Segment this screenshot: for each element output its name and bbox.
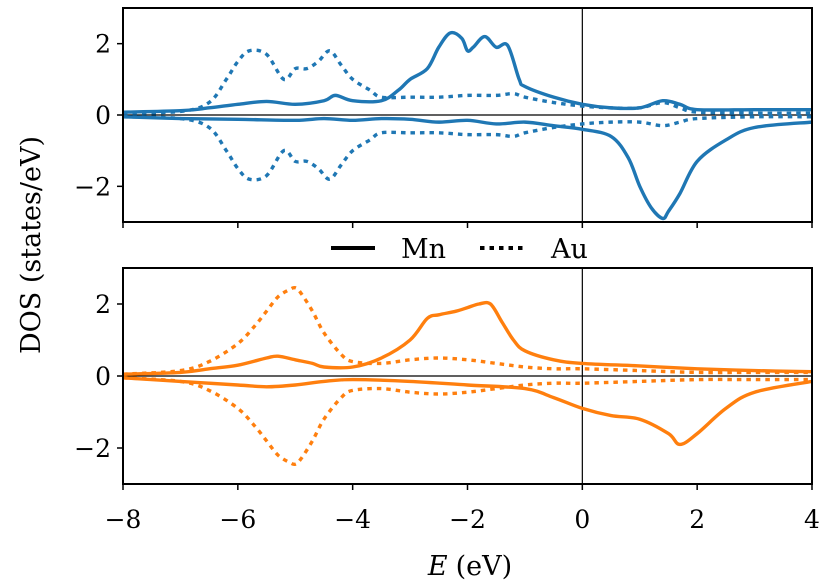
x-axis-label: E (eV) <box>427 551 512 582</box>
bottom-series-au-up <box>123 285 812 376</box>
xtick-label: 4 <box>804 505 820 534</box>
xtick-label: 0 <box>574 505 590 534</box>
bottom-series-au-down <box>123 376 812 467</box>
bottom-ytick-label: 0 <box>95 362 111 391</box>
bottom-series-mn-down <box>123 376 812 447</box>
xtick-label: 2 <box>689 505 705 534</box>
xtick-label: −2 <box>449 505 486 534</box>
y-axis-label: DOS (states/eV) <box>16 136 47 354</box>
x-axis-label-symbol: E <box>427 551 448 582</box>
xtick-label: −8 <box>105 505 142 534</box>
bottom-ytick-label: −2 <box>74 434 111 463</box>
bottom-panel: −2 0 2 −8 −6 −4 −2 0 2 4 <box>74 267 820 534</box>
legend: Mn Au <box>331 234 588 265</box>
x-axis-label-unit: (eV) <box>456 551 513 582</box>
top-ytick-label: 0 <box>95 101 111 130</box>
top-series-mn-down <box>123 115 812 221</box>
top-series-au-down <box>123 114 812 182</box>
top-series-mn-up <box>123 30 812 114</box>
bottom-series-mn-up <box>123 300 812 376</box>
top-ytick-label: −2 <box>74 172 111 201</box>
xtick-label: −6 <box>219 505 256 534</box>
xtick-label: −4 <box>334 505 371 534</box>
legend-au-label: Au <box>550 234 588 265</box>
top-ytick-label: 2 <box>95 30 111 59</box>
top-panel: −2 0 2 <box>74 7 813 228</box>
top-series-au-up <box>123 48 812 115</box>
bottom-ytick-label: 2 <box>95 290 111 319</box>
legend-mn-label: Mn <box>401 234 446 265</box>
